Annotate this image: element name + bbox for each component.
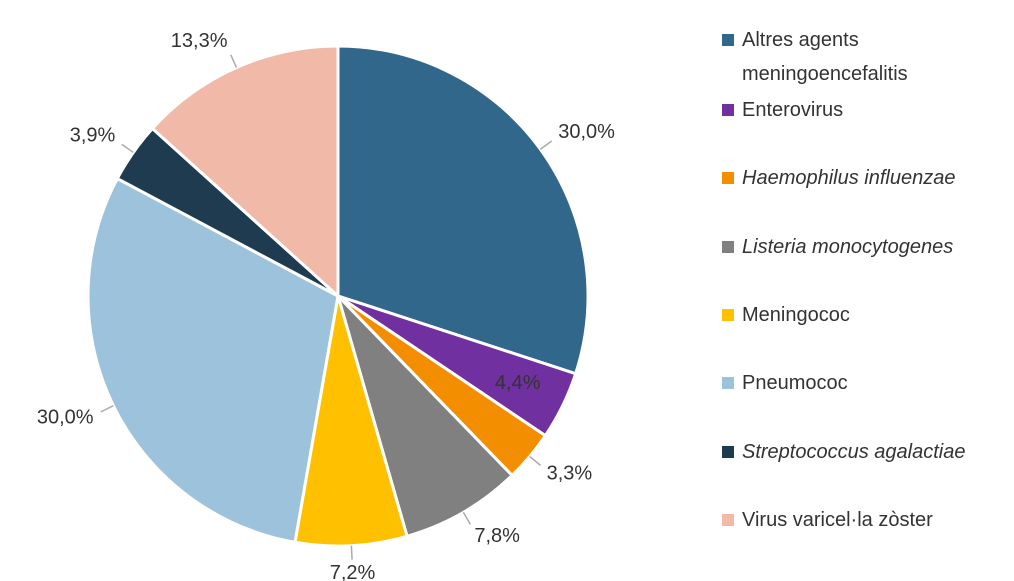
legend-label: Pneumococ	[742, 372, 848, 395]
data-label: 4,4%	[495, 372, 541, 394]
leader-line	[230, 54, 238, 68]
leader-line	[462, 511, 472, 525]
legend-item: Altres agents meningoencefalitis	[722, 23, 1002, 91]
data-label: 30,0%	[558, 121, 615, 143]
data-label: 3,3%	[547, 463, 593, 485]
legend-swatch	[722, 34, 734, 46]
legend-swatch	[722, 308, 734, 321]
leader-line	[350, 545, 353, 560]
data-label: 13,3%	[171, 30, 228, 52]
leader-line	[539, 140, 553, 150]
legend-item: Virus varicel·la zòster	[722, 503, 1002, 537]
legend-item: Enterovirus	[722, 93, 1002, 127]
legend-item: Pneumococ	[722, 366, 1002, 400]
legend-swatch	[722, 104, 734, 116]
legend-label: Virus varicel·la zòster	[742, 508, 933, 531]
legend-item: Haemophilus influenzae	[722, 161, 1002, 195]
pie-slice	[293, 295, 409, 548]
legend-label: Listeria monocytogenes	[742, 235, 954, 258]
data-label: 7,8%	[474, 525, 520, 547]
pie-slice	[86, 176, 340, 545]
data-label: 3,9%	[70, 125, 116, 147]
leader-line	[529, 455, 541, 466]
data-label: 30,0%	[37, 406, 94, 428]
leader-line	[100, 405, 114, 413]
legend-swatch	[722, 240, 734, 253]
legend-swatch	[722, 445, 734, 458]
legend-label: Meningococ	[742, 303, 850, 326]
pie-slice	[336, 294, 515, 539]
legend-item: Streptococcus agalactiae	[722, 435, 1002, 469]
legend-label: Altres agents meningoencefalitis	[742, 29, 908, 85]
legend-swatch	[722, 172, 734, 185]
legend-label: Streptococcus agalactiae	[742, 440, 966, 463]
legend-swatch	[722, 513, 734, 526]
legend-item: Meningococ	[722, 298, 1002, 332]
data-label: 7,2%	[330, 562, 376, 581]
legend-label: Enterovirus	[742, 99, 844, 121]
leader-line	[121, 143, 134, 154]
legend-item: Listeria monocytogenes	[722, 230, 1002, 264]
legend-swatch	[722, 377, 734, 390]
legend-label: Haemophilus influenzae	[742, 167, 956, 190]
